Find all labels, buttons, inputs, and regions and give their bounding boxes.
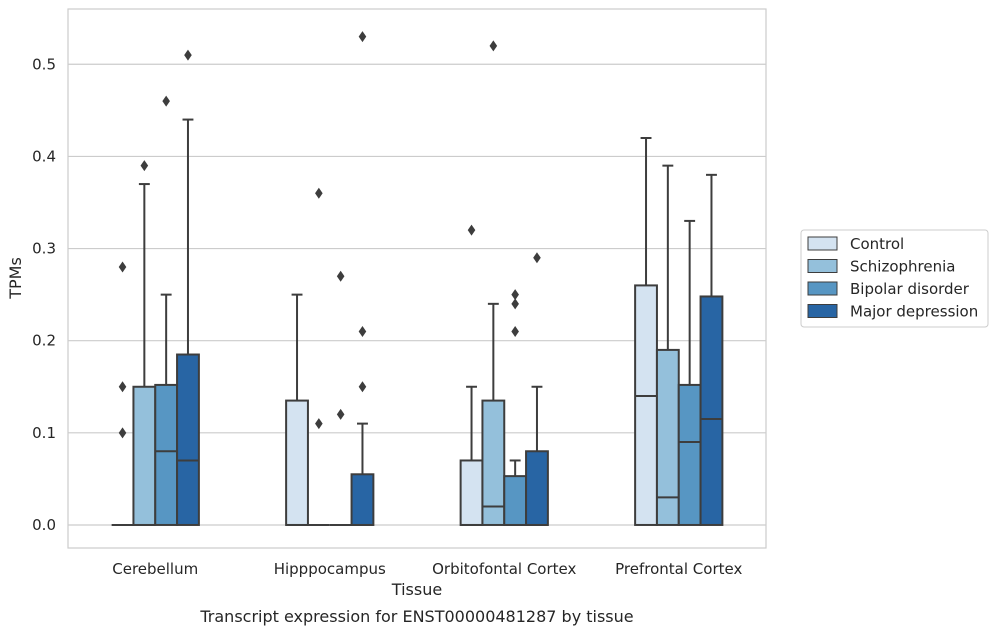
box-bipolar-disorder: [154, 95, 179, 526]
box-body: [634, 284, 658, 526]
y-tick-label: 0.5: [32, 55, 56, 73]
outlier-point: [489, 40, 498, 52]
outlier-point: [358, 31, 367, 43]
outlier-point: [118, 427, 127, 439]
box-bipolar-disorder: [329, 270, 352, 526]
box-schizophrenia: [481, 40, 506, 526]
box-body: [677, 383, 702, 526]
outlier-point: [315, 187, 323, 199]
outlier-point: [358, 381, 367, 393]
box-body: [481, 399, 506, 526]
box-body: [699, 295, 724, 526]
legend-frame: [800, 229, 989, 328]
box-major-depression: [350, 31, 375, 526]
box-major-depression: [176, 49, 200, 526]
outlier-point: [467, 224, 476, 236]
legend: Control Schizophrenia Bipolar disorder Majo…: [800, 229, 989, 328]
outlier-point: [533, 252, 541, 264]
x-tick-label: Prefrontal Cortex: [615, 560, 742, 578]
box-major-depression: [699, 173, 724, 526]
outlier-point: [511, 298, 519, 310]
legend-swatch: [807, 281, 838, 296]
box-body: [459, 459, 484, 526]
y-axis-ticks: 0.0 0.1 0.2 0.3 0.4 0.5: [32, 55, 56, 534]
y-axis-label: TPMs: [6, 257, 25, 300]
y-tick-label: 0.3: [32, 240, 56, 258]
y-tick-label: 0.4: [32, 147, 56, 165]
box-control: [634, 136, 658, 526]
legend-label: Bipolar disorder: [850, 280, 970, 298]
box-body: [350, 473, 375, 526]
box-body: [285, 399, 309, 526]
outlier-point: [140, 160, 149, 172]
outlier-point: [162, 95, 170, 107]
box-body: [655, 348, 680, 526]
box-schizophrenia: [307, 187, 330, 526]
box-body: [176, 353, 200, 526]
y-tick-label: 0.0: [32, 516, 56, 534]
box-control: [111, 261, 134, 526]
legend-swatch: [807, 259, 838, 273]
legend-swatch: [807, 236, 838, 251]
x-axis-ticks: Cerebellum Hipppocampus Orbitofontal Corte…: [112, 560, 742, 578]
outlier-point: [336, 270, 345, 282]
legend-label: Major depression: [850, 303, 978, 321]
box-schizophrenia: [132, 160, 157, 526]
outlier-point: [511, 289, 519, 301]
outlier-point: [118, 381, 127, 393]
box-body: [503, 475, 528, 526]
x-tick-label: Orbitofontal Cortex: [432, 560, 576, 578]
box-body: [132, 385, 157, 526]
outlier-point: [511, 325, 519, 337]
outlier-point: [315, 418, 323, 430]
box-control: [285, 293, 309, 526]
legend-label: Control: [850, 235, 904, 253]
x-tick-label: Cerebellum: [112, 560, 198, 578]
legend-swatch: [807, 304, 838, 318]
box-body: [154, 383, 179, 526]
x-tick-label: Hipppocampus: [274, 560, 386, 578]
box-major-depression: [525, 252, 549, 526]
box-body: [525, 450, 549, 526]
outlier-point: [118, 261, 127, 273]
outlier-point: [358, 325, 367, 337]
outlier-point: [184, 49, 192, 61]
y-tick-label: 0.1: [32, 424, 56, 442]
y-tick-label: 0.2: [32, 332, 56, 350]
box-groups: [111, 31, 724, 526]
outlier-point: [336, 408, 345, 420]
legend-label: Schizophrenia: [850, 258, 955, 276]
chart-caption: Transcript expression for ENST0000048128…: [199, 607, 633, 626]
x-axis-label: Tissue: [391, 580, 442, 599]
